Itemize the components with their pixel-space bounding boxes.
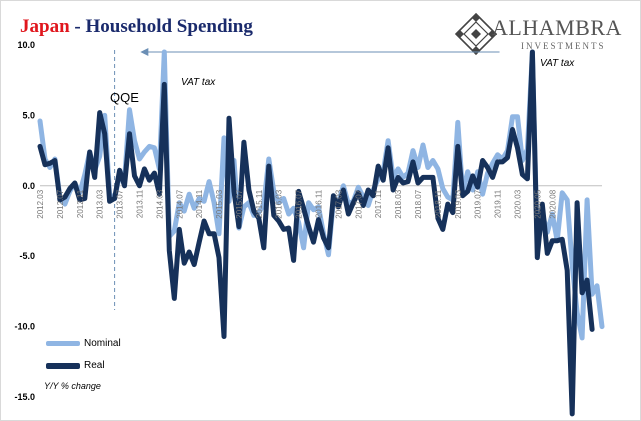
x-tick-label: 2015.07 — [235, 189, 244, 218]
y-tick-label: -10.0 — [14, 322, 35, 332]
x-tick-label: 2019.11 — [494, 189, 503, 218]
legend-swatch-nominal — [46, 341, 80, 346]
x-tick-label: 2014.07 — [175, 189, 184, 218]
legend-label-real: Real — [84, 360, 105, 371]
y-tick-label: 0.0 — [22, 181, 35, 191]
x-tick-label: 2018.03 — [394, 189, 403, 218]
series-line-real — [37, 49, 595, 417]
legend-item-nominal: Nominal — [46, 338, 121, 349]
x-tick-label: 2012.03 — [36, 189, 45, 218]
vat-arrow-head — [140, 48, 149, 56]
y-tick-label: 5.0 — [22, 110, 35, 120]
x-tick-label: 2013.03 — [96, 189, 105, 218]
x-tick-label: 2017.07 — [354, 189, 363, 218]
x-tick-label: 2016.11 — [315, 189, 324, 218]
x-tick-label: 2015.03 — [215, 189, 224, 218]
y-tick-label: -5.0 — [19, 251, 35, 261]
logo-name: ALHAMBRA — [492, 15, 622, 40]
title-separator: - — [69, 16, 86, 37]
title-main: Household Spending — [85, 16, 253, 37]
x-tick-label: 2013.07 — [116, 189, 125, 218]
chart-title: Japan - Household Spending — [20, 16, 253, 38]
y-tick-label: -15.0 — [14, 392, 35, 402]
legend-label-nominal: Nominal — [84, 338, 121, 349]
x-tick-label: 2019.03 — [454, 189, 463, 218]
x-tick-label: 2012.11 — [76, 189, 85, 218]
x-tick-label: 2017.03 — [334, 189, 343, 218]
annotation-qqe: QQE — [110, 90, 139, 105]
x-tick-label: 2020.08 — [548, 189, 557, 218]
x-tick-label: 2020.05 — [533, 189, 542, 218]
x-tick-label: 2014.11 — [195, 189, 204, 218]
x-tick-label: 2016.07 — [295, 189, 304, 218]
legend-swatch-real — [46, 362, 80, 369]
x-tick-label: 2013.11 — [135, 189, 144, 218]
x-tick-label: 2018.11 — [434, 189, 443, 218]
annotation-vat-2019: VAT tax — [540, 58, 575, 69]
logo-sub: INVESTMENTS — [521, 41, 606, 51]
x-tick-label: 2019.07 — [474, 189, 483, 218]
x-tick-label: 2017.11 — [374, 189, 383, 218]
x-tick-label: 2014.03 — [155, 189, 164, 218]
x-tick-label: 2012.07 — [56, 189, 65, 218]
x-tick-label: 2020.03 — [513, 189, 522, 218]
y-tick-label: 10.0 — [17, 40, 35, 50]
legend-item-real: Real — [46, 360, 105, 371]
title-country: Japan — [20, 16, 70, 37]
x-tick-label: 2015.11 — [255, 189, 264, 218]
x-tick-label: 2016.03 — [275, 189, 284, 218]
x-tick-label: 2018.07 — [414, 189, 423, 218]
units-label: Y/Y % change — [44, 381, 101, 391]
annotation-vat-2014: VAT tax — [181, 77, 216, 88]
